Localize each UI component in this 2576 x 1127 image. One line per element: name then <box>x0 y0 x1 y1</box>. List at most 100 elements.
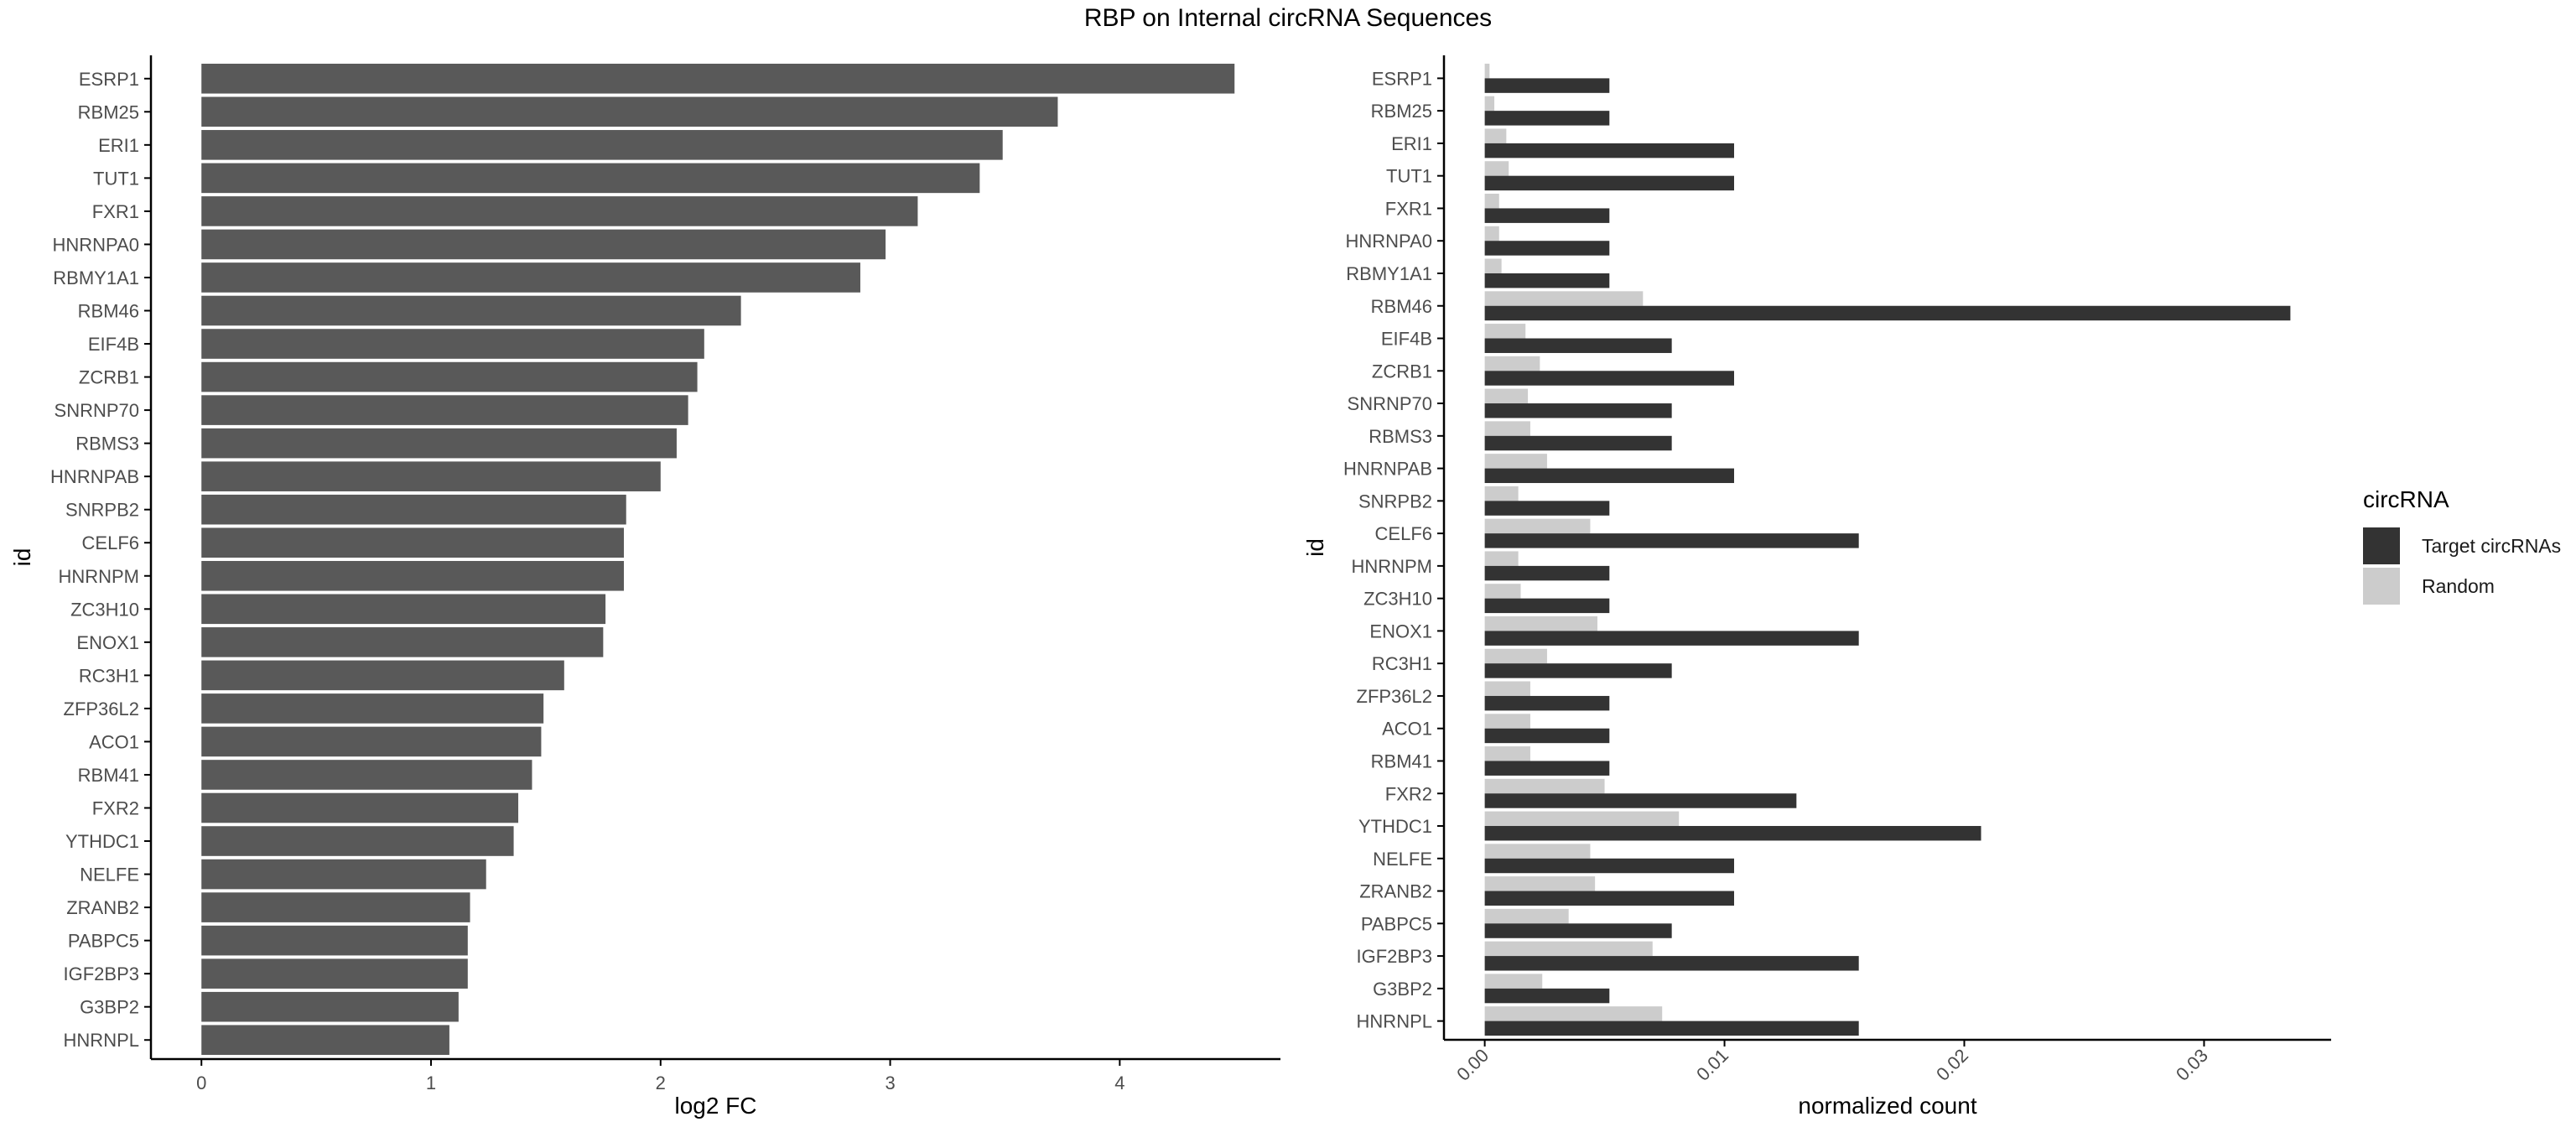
bar-random-rbm46 <box>1484 291 1644 306</box>
x-tick-label: 0 <box>196 1072 206 1093</box>
y-tick-label-zfp36l2: ZFP36L2 <box>64 699 140 719</box>
y-tick-label-celf6: CELF6 <box>82 532 139 553</box>
bar-random-rbm41 <box>1484 746 1530 761</box>
bar-target-g3bp2 <box>1484 988 1610 1004</box>
bar-target-celf6 <box>1484 533 1859 548</box>
bar-random-fxr2 <box>1484 778 1605 794</box>
bar-target-rc3h1 <box>1484 663 1672 678</box>
y-tick-label-esrp1: ESRP1 <box>79 69 139 90</box>
y-tick-label-hnrnpa0: HNRNPA0 <box>52 234 139 255</box>
bar-fxr2 <box>201 792 519 823</box>
bar-target-nelfe <box>1484 858 1734 874</box>
bar-target-rbm25 <box>1484 111 1610 126</box>
y-tick-label-zcrb1: ZCRB1 <box>1372 361 1432 382</box>
bar-target-zfp36l2 <box>1484 695 1610 711</box>
y-tick-label-hnrnpl: HNRNPL <box>1357 1011 1432 1032</box>
legend-key-target <box>2363 527 2400 564</box>
bar-g3bp2 <box>201 991 459 1022</box>
y-tick-label-celf6: CELF6 <box>1375 523 1432 544</box>
chart-title: RBP on Internal circRNA Sequences <box>1083 4 1493 32</box>
bar-target-rbm41 <box>1484 761 1610 776</box>
bar-zc3h10 <box>201 594 606 625</box>
y-tick-label-rbm41: RBM41 <box>78 765 139 786</box>
y-tick-label-rbm46: RBM46 <box>78 301 139 322</box>
x-tick-label: 0.03 <box>2172 1045 2212 1085</box>
bar-random-zranb2 <box>1484 876 1596 891</box>
bar-random-tut1 <box>1484 161 1509 176</box>
bar-tut1 <box>201 163 980 194</box>
bar-pabpc5 <box>201 925 468 956</box>
bar-target-zcrb1 <box>1484 371 1734 386</box>
y-tick-label-hnrnpm: HNRNPM <box>58 566 139 587</box>
bar-random-esrp1 <box>1484 63 1490 79</box>
bar-target-zranb2 <box>1484 891 1734 906</box>
y-tick-label-tut1: TUT1 <box>1386 166 1432 187</box>
y-tick-label-rbms3: RBMS3 <box>1368 426 1432 447</box>
y-tick-label-snrnp70: SNRNP70 <box>1348 393 1432 414</box>
bar-target-hnrnpab <box>1484 468 1734 484</box>
bar-random-rbm25 <box>1484 96 1495 112</box>
y-tick-label-eif4b: EIF4B <box>1381 329 1432 350</box>
bar-ythdc1 <box>201 826 514 856</box>
bar-target-hnrnpm <box>1484 565 1610 581</box>
y-tick-label-hnrnpl: HNRNPL <box>64 1030 139 1051</box>
y-tick-label-snrpb2: SNRPB2 <box>1358 491 1432 512</box>
bar-random-hnrnpab <box>1484 454 1547 469</box>
y-tick-label-esrp1: ESRP1 <box>1372 68 1432 89</box>
bar-nelfe <box>201 859 486 890</box>
y-tick-label-eri1: ERI1 <box>1391 133 1432 154</box>
legend-label-random: Random <box>2422 574 2495 597</box>
bar-zcrb1 <box>201 361 698 392</box>
y-tick-label-ythdc1: YTHDC1 <box>65 831 139 852</box>
y-tick-label-rbmy1a1: RBMY1A1 <box>53 267 139 288</box>
bar-target-ythdc1 <box>1484 826 1981 841</box>
y-tick-label-g3bp2: G3BP2 <box>80 997 139 1018</box>
bar-random-celf6 <box>1484 518 1591 534</box>
bar-rc3h1 <box>201 660 564 691</box>
bar-zranb2 <box>201 892 470 922</box>
bar-random-rc3h1 <box>1484 648 1547 664</box>
bar-target-esrp1 <box>1484 78 1610 93</box>
legend-item-target: Target circRNAs <box>2363 527 2561 565</box>
bar-target-enox1 <box>1484 631 1859 646</box>
y-tick-label-hnrnpab: HNRNPAB <box>50 466 139 487</box>
legend: circRNA Target circRNAs Random <box>2363 486 2561 607</box>
bar-random-zfp36l2 <box>1484 681 1530 696</box>
y-tick-label-rbmy1a1: RBMY1A1 <box>1346 263 1432 284</box>
bar-snrpb2 <box>201 494 626 525</box>
bar-random-eif4b <box>1484 324 1526 339</box>
y-tick-label-fxr1: FXR1 <box>92 201 139 222</box>
bar-random-rbmy1a1 <box>1484 258 1502 273</box>
y-axis-title: id <box>1302 538 1328 557</box>
x-tick-label: 1 <box>426 1072 436 1093</box>
bar-target-zc3h10 <box>1484 598 1610 614</box>
bar-random-aco1 <box>1484 714 1530 729</box>
bar-random-zc3h10 <box>1484 584 1521 599</box>
y-tick-label-nelfe: NELFE <box>1373 849 1432 870</box>
y-tick-label-snrpb2: SNRPB2 <box>65 500 139 521</box>
bar-random-igf2bp3 <box>1484 941 1653 957</box>
x-tick-label: 0.02 <box>1932 1045 1972 1085</box>
bar-rbms3 <box>201 428 677 459</box>
bar-hnrnpm <box>201 560 624 591</box>
bar-target-fxr2 <box>1484 793 1797 808</box>
bar-random-rbms3 <box>1484 421 1530 436</box>
bar-celf6 <box>201 527 624 558</box>
y-tick-label-enox1: ENOX1 <box>76 632 139 653</box>
y-tick-label-tut1: TUT1 <box>93 168 139 189</box>
bar-target-eif4b <box>1484 338 1672 353</box>
legend-item-random: Random <box>2363 567 2561 605</box>
y-tick-label-fxr2: FXR2 <box>92 798 139 819</box>
bar-random-fxr1 <box>1484 194 1499 209</box>
bar-rbm46 <box>201 295 741 326</box>
bar-random-eri1 <box>1484 128 1507 143</box>
y-tick-label-hnrnpa0: HNRNPA0 <box>1345 231 1432 252</box>
bar-target-tut1 <box>1484 175 1734 191</box>
bar-random-pabpc5 <box>1484 908 1569 924</box>
y-tick-label-aco1: ACO1 <box>89 731 139 752</box>
y-tick-label-hnrnpm: HNRNPM <box>1351 556 1432 577</box>
y-tick-label-igf2bp3: IGF2BP3 <box>1357 946 1432 967</box>
y-tick-label-fxr1: FXR1 <box>1385 198 1432 219</box>
y-tick-label-rbms3: RBMS3 <box>75 434 139 454</box>
